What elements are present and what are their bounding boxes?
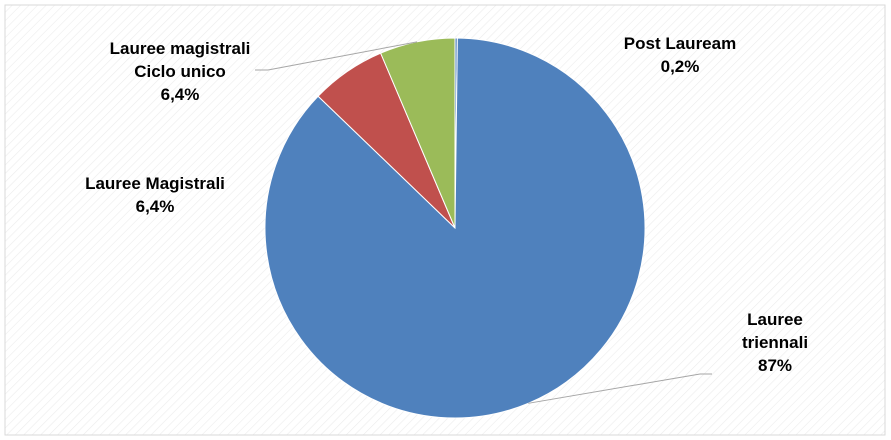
- slice-label-value: 6,4%: [160, 85, 200, 104]
- slice-label-value: 0,2%: [660, 57, 700, 76]
- slice-label-post-lauream: Post Lauream 0,2%: [600, 32, 760, 78]
- slice-label-name: triennali: [741, 333, 809, 352]
- slice-label-name: Post Lauream: [623, 34, 737, 53]
- slice-label-value: 87%: [757, 356, 793, 375]
- slice-label-lauree-triennali: Lauree triennali 87%: [710, 308, 840, 377]
- leader-line-lauree-magistrali-ciclo-unico: [255, 41, 418, 71]
- pie-slices: [264, 37, 646, 419]
- slice-label-name: Ciclo unico: [134, 62, 226, 81]
- slice-label-value: 6,4%: [135, 197, 175, 216]
- pie-slice-lauree-magistrali-ciclo-unico: [379, 37, 456, 229]
- slice-label-lauree-magistrali: Lauree Magistrali 6,4%: [55, 172, 255, 218]
- slice-label-name: Lauree Magistrali: [85, 174, 225, 193]
- leader-lines: [255, 41, 712, 404]
- leader-line-lauree-triennali: [528, 373, 712, 404]
- slice-label-name: Lauree magistrali: [109, 39, 251, 58]
- slice-label-lauree-magistrali-ciclo-unico: Lauree magistrali Ciclo unico 6,4%: [85, 37, 275, 106]
- slice-label-name: Lauree: [747, 310, 803, 329]
